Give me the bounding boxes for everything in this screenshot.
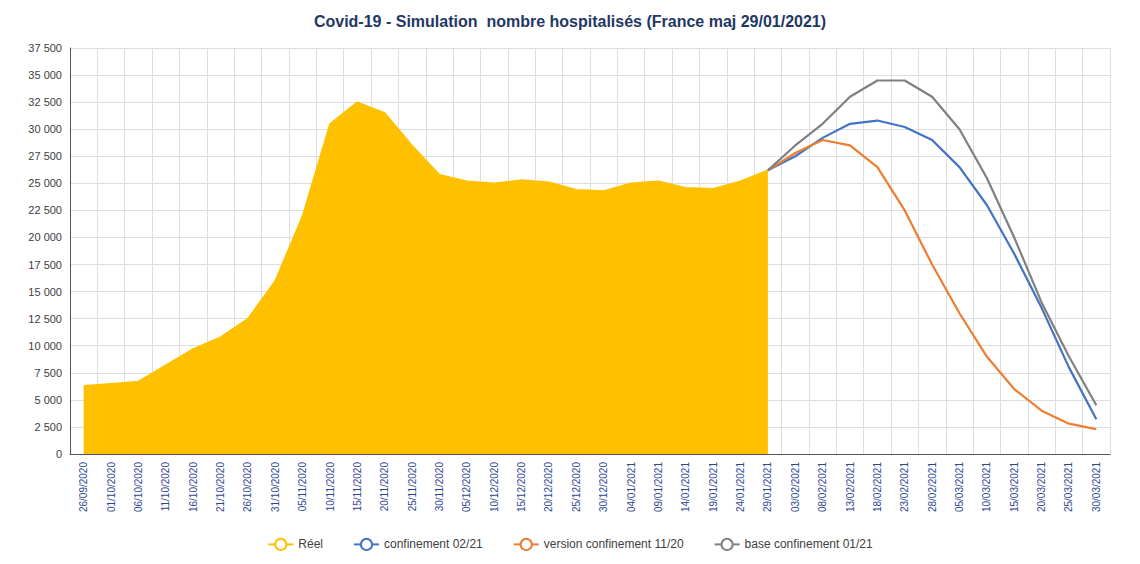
svg-text:08/02/2021: 08/02/2021 (817, 462, 828, 512)
svg-text:20/03/2021: 20/03/2021 (1036, 462, 1047, 512)
svg-text:15/03/2021: 15/03/2021 (1009, 462, 1020, 512)
svg-text:29/01/2021: 29/01/2021 (762, 462, 773, 512)
svg-text:25/12/2020: 25/12/2020 (571, 462, 582, 512)
svg-text:03/02/2021: 03/02/2021 (790, 462, 801, 512)
svg-text:27 500: 27 500 (28, 150, 62, 162)
svg-text:05/12/2020: 05/12/2020 (461, 462, 472, 512)
svg-text:30/11/2020: 30/11/2020 (434, 462, 445, 512)
svg-text:26/09/2020: 26/09/2020 (78, 462, 89, 512)
svg-text:21/10/2020: 21/10/2020 (215, 462, 226, 512)
svg-text:7 500: 7 500 (34, 367, 62, 379)
svg-text:30/03/2021: 30/03/2021 (1091, 462, 1102, 512)
svg-text:14/01/2021: 14/01/2021 (680, 462, 691, 512)
svg-text:05/03/2021: 05/03/2021 (954, 462, 965, 512)
svg-text:20/12/2020: 20/12/2020 (543, 462, 554, 512)
svg-text:20/11/2020: 20/11/2020 (379, 462, 390, 512)
svg-text:05/11/2020: 05/11/2020 (297, 462, 308, 512)
svg-text:15/11/2020: 15/11/2020 (352, 462, 363, 512)
svg-text:09/01/2021: 09/01/2021 (653, 462, 664, 512)
svg-text:04/01/2021: 04/01/2021 (626, 462, 637, 512)
svg-text:base confinement 01/21: base confinement 01/21 (745, 537, 873, 551)
svg-text:16/10/2020: 16/10/2020 (188, 462, 199, 512)
svg-text:18/02/2021: 18/02/2021 (872, 462, 883, 512)
svg-text:17 500: 17 500 (28, 259, 62, 271)
svg-text:15/12/2020: 15/12/2020 (516, 462, 527, 512)
svg-text:30 000: 30 000 (28, 123, 62, 135)
svg-text:24/01/2021: 24/01/2021 (735, 462, 746, 512)
svg-text:30/12/2020: 30/12/2020 (598, 462, 609, 512)
svg-text:15 000: 15 000 (28, 286, 62, 298)
svg-text:Covid-19 - Simulation nombre: Covid-19 - Simulation nombre hospitalisé… (314, 13, 826, 30)
svg-text:23/02/2021: 23/02/2021 (899, 462, 910, 512)
svg-text:0: 0 (56, 448, 62, 460)
svg-text:22 500: 22 500 (28, 204, 62, 216)
svg-text:20 000: 20 000 (28, 231, 62, 243)
svg-text:01/10/2020: 01/10/2020 (106, 462, 117, 512)
svg-text:26/10/2020: 26/10/2020 (242, 462, 253, 512)
svg-text:32 500: 32 500 (28, 96, 62, 108)
svg-text:Réel: Réel (298, 537, 323, 551)
svg-text:28/02/2021: 28/02/2021 (927, 462, 938, 512)
svg-text:37 500: 37 500 (28, 42, 62, 54)
svg-text:25 000: 25 000 (28, 177, 62, 189)
svg-text:10/11/2020: 10/11/2020 (325, 462, 336, 512)
svg-text:confinement 02/21: confinement 02/21 (384, 537, 483, 551)
svg-text:13/02/2021: 13/02/2021 (845, 462, 856, 512)
svg-text:12 500: 12 500 (28, 313, 62, 325)
svg-text:35 000: 35 000 (28, 69, 62, 81)
svg-text:11/10/2020: 11/10/2020 (160, 462, 171, 512)
svg-text:06/10/2020: 06/10/2020 (133, 462, 144, 512)
svg-text:10 000: 10 000 (28, 340, 62, 352)
svg-text:19/01/2021: 19/01/2021 (708, 462, 719, 512)
svg-text:2 500: 2 500 (34, 421, 62, 433)
svg-text:5 000: 5 000 (34, 394, 62, 406)
svg-text:10/12/2020: 10/12/2020 (489, 462, 500, 512)
svg-text:25/03/2021: 25/03/2021 (1063, 462, 1074, 512)
svg-text:31/10/2020: 31/10/2020 (270, 462, 281, 512)
svg-text:10/03/2021: 10/03/2021 (981, 462, 992, 512)
svg-text:25/11/2020: 25/11/2020 (407, 462, 418, 512)
svg-text:version confinement 11/20: version confinement 11/20 (544, 537, 684, 551)
